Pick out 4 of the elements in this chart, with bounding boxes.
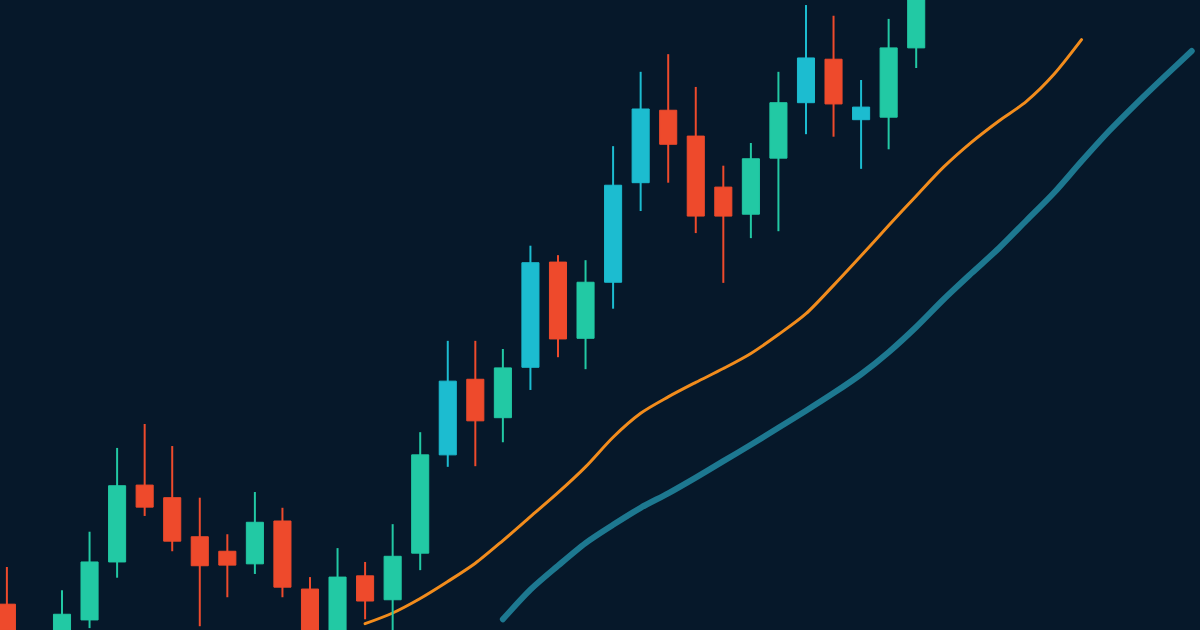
candlestick xyxy=(218,533,237,599)
candlestick xyxy=(52,589,72,630)
candlestick xyxy=(135,422,154,517)
candlestick xyxy=(852,79,871,170)
